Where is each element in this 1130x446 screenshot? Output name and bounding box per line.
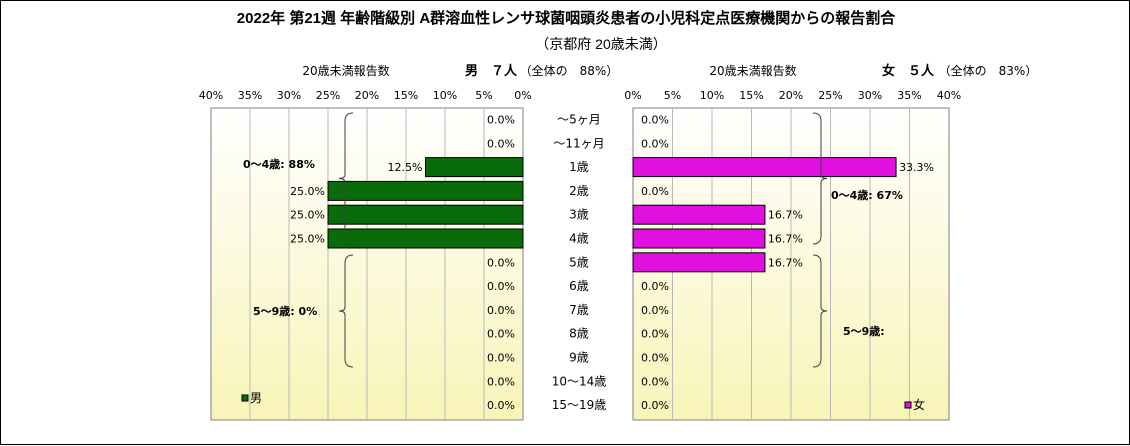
male-x-tick-label: 20%: [355, 89, 379, 102]
female-data-label: 16.7%: [768, 209, 803, 222]
age-category-label: 5歳: [569, 255, 589, 269]
male-data-label: 0.0%: [487, 304, 515, 317]
female-data-label: 0.0%: [641, 375, 669, 388]
male-x-tick-label: 10%: [433, 89, 457, 102]
age-category-label: 8歳: [569, 327, 589, 341]
female-data-label: 16.7%: [768, 256, 803, 269]
male-legend-swatch: [241, 394, 249, 402]
male-x-tick-label: 40%: [199, 89, 223, 102]
male-x-tick-label: 35%: [238, 89, 262, 102]
male-x-tick-label: 25%: [316, 89, 340, 102]
male-x-tick-label: 30%: [277, 89, 301, 102]
female-x-tick-label: 10%: [700, 89, 724, 102]
male-data-label: 0.0%: [487, 256, 515, 269]
chart-title: 2022年 第21週 年齢階級別 A群溶血性レンサ球菌咽頭炎患者の小児科定点医療…: [237, 9, 896, 27]
male-bar: [425, 157, 524, 178]
female-x-tick-label: 0%: [624, 89, 641, 102]
female-legend-swatch: [904, 401, 912, 409]
male-data-label: 25.0%: [290, 209, 325, 222]
age-category-label: ～5ヶ月: [557, 113, 601, 127]
male-data-label: 0.0%: [487, 352, 515, 365]
age-category-label: 4歳: [569, 232, 589, 246]
female-bar: [632, 228, 766, 249]
male-header-label: 20歳未満報告数: [302, 63, 389, 78]
male-data-label: 25.0%: [290, 233, 325, 246]
female-annotation-0-4: 0～4歳: 67%: [831, 188, 903, 202]
male-annotation-5-9: 5～9歳: 0%: [253, 304, 317, 318]
male-data-label: 0.0%: [487, 114, 515, 127]
female-header-share: （全体の 83%）: [939, 63, 1038, 78]
male-brace-5-9: [338, 254, 354, 368]
female-data-label: 16.7%: [768, 233, 803, 246]
male-bar: [327, 180, 524, 201]
female-data-label: 0.0%: [641, 328, 669, 341]
male-bar: [327, 228, 524, 249]
male-x-tick-label: 0%: [514, 89, 531, 102]
female-x-tick-label: 5%: [664, 89, 681, 102]
male-brace-0-4: [338, 112, 354, 245]
female-annotation-5-9: 5～9歳:: [843, 324, 885, 338]
female-data-label: 0.0%: [641, 280, 669, 293]
female-data-label: 0.0%: [641, 185, 669, 198]
female-data-label: 0.0%: [641, 137, 669, 150]
male-header-count: 男 ７人: [465, 63, 518, 79]
female-header-label: 20歳未満報告数: [709, 63, 796, 78]
male-data-label: 0.0%: [487, 328, 515, 341]
female-x-tick-label: 25%: [818, 89, 842, 102]
age-category-label: 7歳: [569, 303, 589, 317]
female-bar: [632, 252, 766, 273]
female-data-label: 33.3%: [899, 161, 934, 174]
male-data-label: 0.0%: [487, 375, 515, 388]
female-data-label: 0.0%: [641, 352, 669, 365]
age-category-label: 1歳: [569, 160, 589, 174]
female-x-tick-label: 15%: [739, 89, 763, 102]
female-brace-5-9: [812, 254, 828, 368]
male-data-label: 0.0%: [487, 399, 515, 412]
female-legend-label: 女: [913, 397, 925, 412]
female-bar: [632, 204, 766, 225]
age-category-label: ～11ヶ月: [553, 136, 604, 150]
male-annotation-0-4: 0～4歳: 88%: [243, 157, 315, 171]
female-x-tick-label: 30%: [858, 89, 882, 102]
female-x-tick-label: 35%: [897, 89, 921, 102]
female-x-tick-label: 40%: [937, 89, 961, 102]
male-data-label: 0.0%: [487, 280, 515, 293]
age-category-label: 6歳: [569, 279, 589, 293]
female-bar: [632, 157, 897, 178]
age-category-label: 15～19歳: [552, 398, 607, 412]
male-bar: [327, 204, 524, 225]
female-data-label: 0.0%: [641, 304, 669, 317]
male-data-label: 25.0%: [290, 185, 325, 198]
female-x-tick-label: 20%: [779, 89, 803, 102]
male-data-label: 12.5%: [388, 161, 423, 174]
male-x-tick-label: 15%: [394, 89, 418, 102]
age-category-label: 2歳: [569, 184, 589, 198]
female-data-label: 0.0%: [641, 114, 669, 127]
age-category-label: 9歳: [569, 351, 589, 365]
female-brace-0-4: [812, 112, 828, 245]
male-legend-label: 男: [250, 391, 262, 405]
chart-subtitle: （京都府 20歳未満）: [535, 36, 666, 52]
female-data-label: 0.0%: [641, 399, 669, 412]
age-category-label: 3歳: [569, 208, 589, 222]
male-x-tick-label: 5%: [475, 89, 492, 102]
age-category-label: 10～14歳: [552, 374, 607, 388]
male-header-share: （全体の 88%）: [520, 63, 619, 78]
male-data-label: 0.0%: [487, 137, 515, 150]
female-header-count: 女 ５人: [882, 63, 935, 79]
